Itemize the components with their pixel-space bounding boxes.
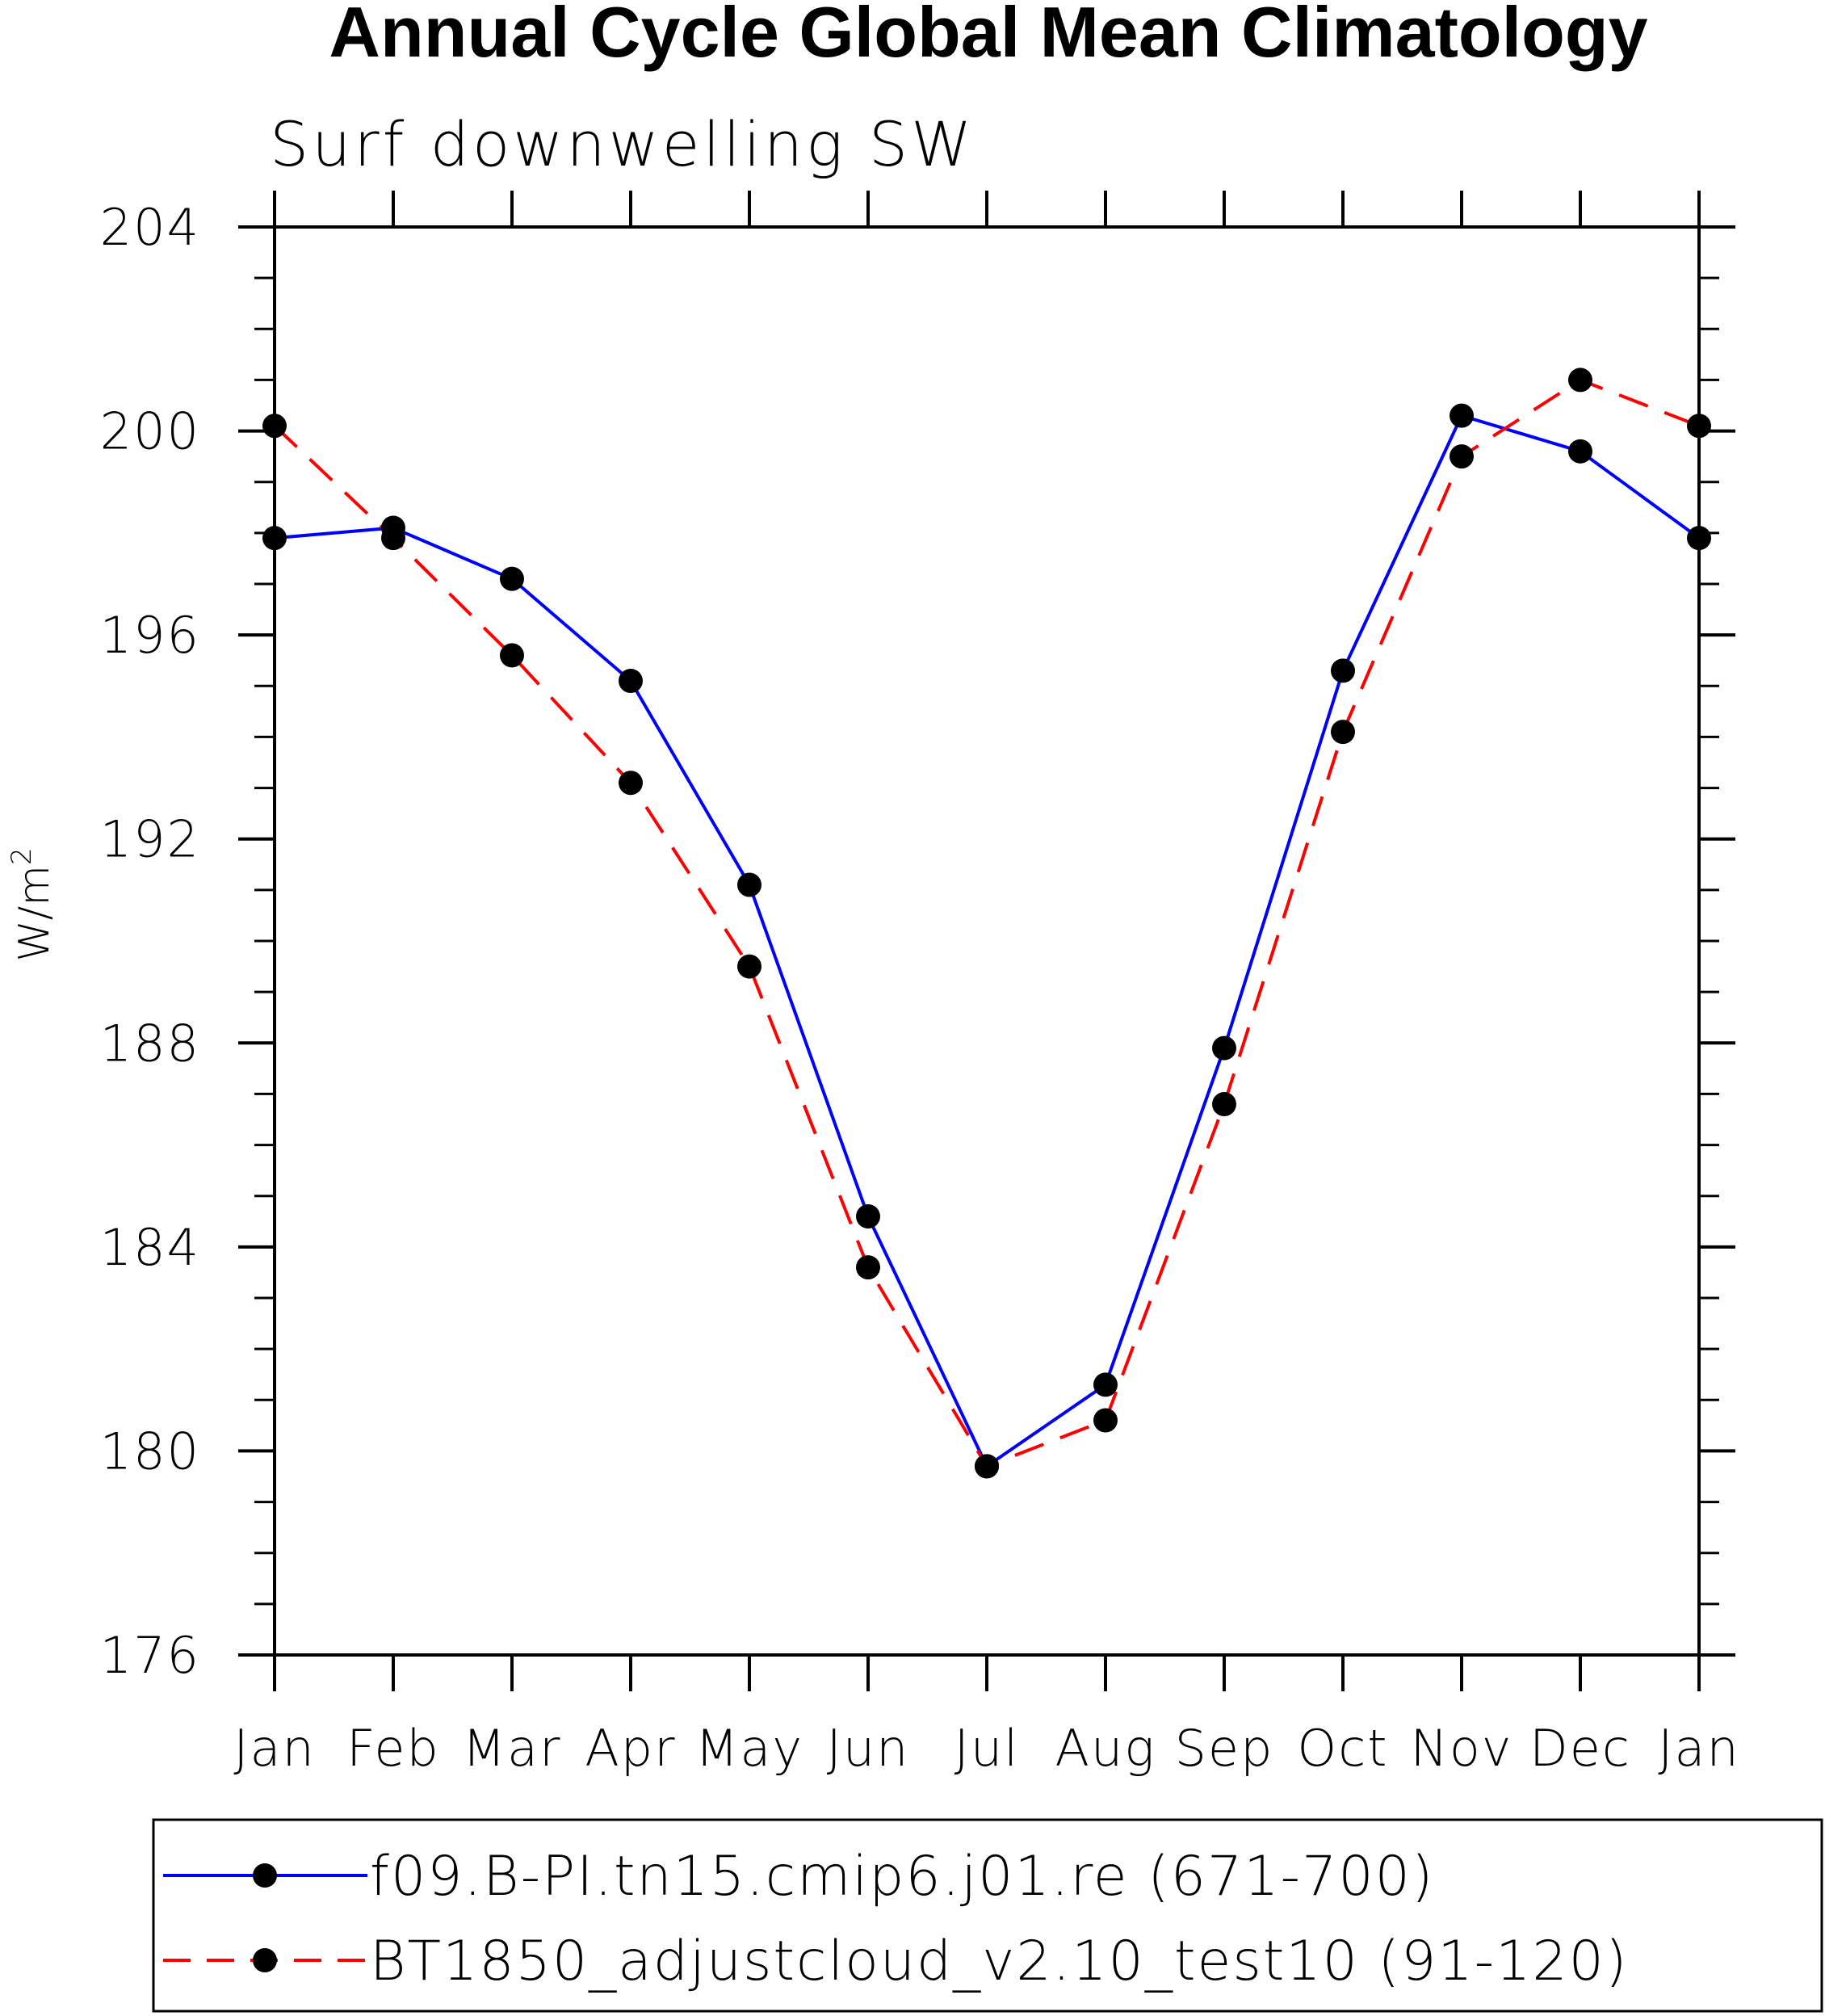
data-point-series-2 — [856, 1255, 880, 1280]
data-point-series-2 — [619, 771, 643, 796]
data-point-series-2 — [1093, 1408, 1118, 1433]
chart-subtitle: Surf downwelling SW — [270, 108, 975, 180]
y-tick-label: 196 — [100, 606, 200, 665]
x-tick-label: Jun — [827, 1719, 910, 1778]
legend-marker-1 — [253, 1863, 277, 1888]
data-point-series-1 — [856, 1203, 880, 1228]
y-tick-label: 200 — [100, 402, 200, 461]
x-tick-label: Mar — [463, 1719, 562, 1778]
chart-title: Annual Cycle Global Mean Climatology — [329, 0, 1647, 72]
x-tick-label: Apr — [585, 1719, 676, 1778]
data-point-series-1 — [737, 872, 761, 897]
y-tick-label: 176 — [100, 1626, 200, 1685]
y-tick-label: 204 — [100, 198, 200, 257]
data-point-series-2 — [975, 1454, 999, 1479]
x-tick-label: Jan — [233, 1719, 316, 1778]
data-point-series-1 — [1568, 439, 1592, 464]
data-point-series-2 — [1212, 1092, 1236, 1117]
data-point-series-2 — [1450, 444, 1474, 469]
x-tick-label: May — [695, 1719, 803, 1778]
data-point-series-2 — [500, 643, 524, 668]
data-point-series-2 — [262, 414, 287, 439]
data-point-series-1 — [1450, 403, 1474, 428]
legend-label-1: f09.B-PI.tn15.cmip6.j01.re (671-700) — [370, 1845, 1434, 1909]
series-line-1 — [274, 414, 1701, 1468]
data-point-series-1 — [1093, 1372, 1118, 1397]
legend-items: f09.B-PI.tn15.cmip6.j01.re (671-700) BT18… — [163, 1845, 1628, 1993]
data-point-series-1 — [1331, 658, 1355, 683]
data-point-series-2 — [737, 954, 761, 979]
data-point-series-1 — [1212, 1035, 1236, 1060]
x-tick-label: Jul — [954, 1719, 1020, 1778]
x-tick-label: Oct — [1297, 1719, 1388, 1778]
x-tick-label: Jan — [1658, 1719, 1740, 1778]
data-point-series-1 — [619, 668, 643, 693]
data-point-series-2 — [1568, 368, 1592, 393]
plot-frame — [273, 225, 1701, 1657]
x-tick-label: Dec — [1529, 1719, 1631, 1778]
y-axis-label: W/m2 — [6, 847, 59, 961]
x-tick-label: Feb — [346, 1719, 440, 1778]
legend-marker-2 — [253, 1948, 277, 1972]
y-axis-label-superscript: 2 — [6, 847, 38, 865]
x-tick-label: Sep — [1175, 1719, 1274, 1778]
legend: f09.B-PI.tn15.cmip6.j01.re (671-700) BT18… — [152, 1818, 1823, 2013]
x-axis: Jan Feb Mar Apr May Jun Jul Aug Sep Oct Nov Dec Jan — [233, 191, 1740, 1778]
x-tick-label: Aug — [1055, 1719, 1156, 1778]
data-point-series-2 — [1687, 414, 1711, 439]
legend-box — [152, 1818, 1823, 2013]
data-point-series-1 — [262, 526, 287, 551]
series-layer — [262, 368, 1711, 1479]
y-axis-label-text: W/m — [10, 865, 59, 962]
y-tick-label: 184 — [100, 1218, 200, 1277]
y-tick-label: 188 — [100, 1014, 200, 1073]
data-point-series-2 — [381, 526, 405, 551]
y-tick-label: 180 — [100, 1422, 200, 1480]
data-point-series-2 — [1331, 720, 1355, 745]
x-tick-label: Nov — [1410, 1719, 1512, 1778]
data-point-series-1 — [500, 566, 524, 591]
y-tick-label: 192 — [100, 810, 200, 869]
data-point-series-1 — [1687, 526, 1711, 551]
legend-label-2: BT1850_adjustcloud_v2.10_test10 (91-120) — [370, 1930, 1628, 1993]
series-line-2 — [273, 378, 1700, 1468]
y-axis: 176 180 184 188 192 196 200 204 — [100, 198, 1735, 1685]
